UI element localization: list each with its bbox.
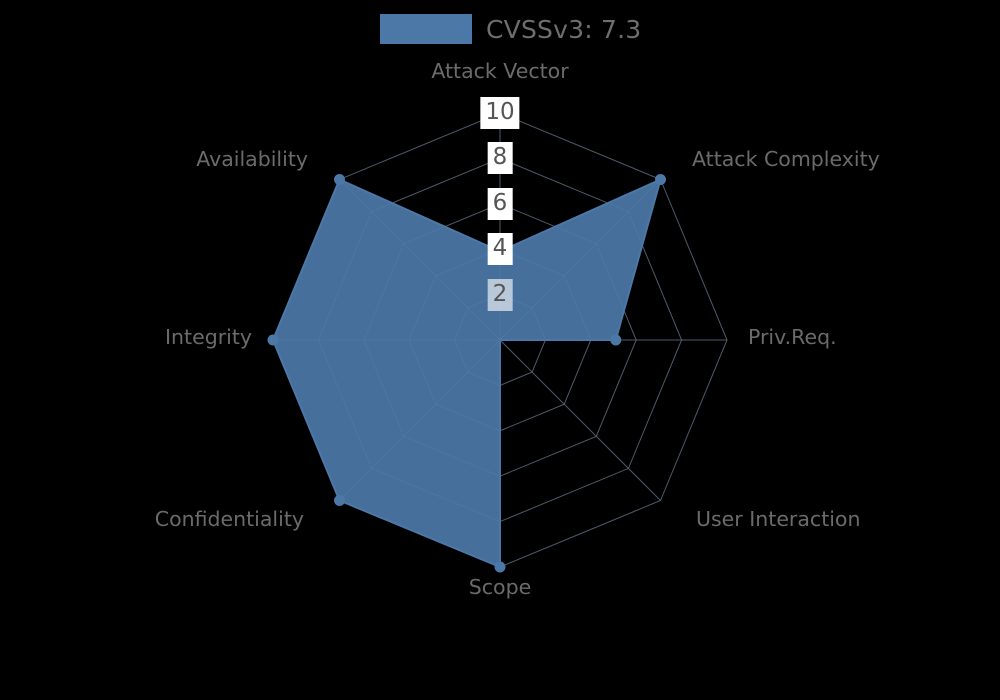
series-data-point[interactable] — [333, 495, 345, 507]
radial-tick-label-6: 6 — [487, 187, 513, 220]
axis-label-attack-vector: Attack Vector — [431, 59, 569, 83]
axis-label-priv-req: Priv.Req. — [748, 325, 837, 349]
legend-label: CVSSv3: 7.3 — [486, 14, 642, 44]
axis-label-integrity: Integrity — [165, 325, 252, 349]
series-area[interactable] — [272, 178, 662, 568]
radial-tick-label-8: 8 — [487, 142, 513, 175]
series-data-point[interactable] — [494, 561, 506, 573]
axis-label-user-interaction: User Interaction — [696, 507, 861, 531]
radial-tick-label-4: 4 — [487, 233, 513, 266]
axis-label-attack-complexity: Attack Complexity — [692, 147, 880, 171]
series-data-point[interactable] — [610, 334, 622, 346]
legend-color-swatch — [380, 14, 472, 44]
axis-label-availability: Availability — [196, 147, 308, 171]
series-data-point[interactable] — [267, 334, 279, 346]
axis-label-confidentiality: Confidentiality — [154, 507, 304, 531]
axis-label-scope: Scope — [468, 575, 532, 599]
grid-spoke — [499, 339, 661, 501]
radial-tick-label-10: 10 — [480, 97, 520, 129]
series-data-point[interactable] — [333, 173, 345, 185]
series-data-point[interactable] — [655, 173, 667, 185]
chart-legend[interactable]: CVSSv3: 7.3 — [380, 14, 641, 44]
radial-tick-label-2: 2 — [487, 278, 513, 311]
